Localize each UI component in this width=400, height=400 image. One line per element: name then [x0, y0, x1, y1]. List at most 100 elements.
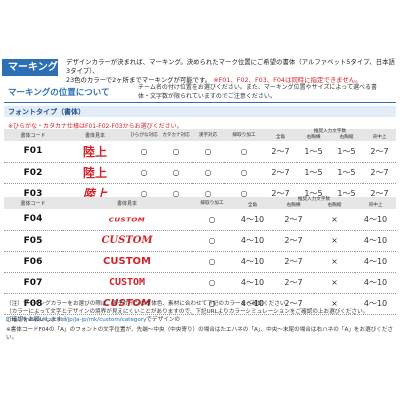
edge-mark: ○: [192, 230, 232, 252]
section-divider: [4, 102, 396, 103]
back-count: 2〜7: [363, 141, 397, 163]
font-code: F04: [4, 209, 62, 231]
zen-count: 4〜10: [232, 272, 273, 294]
custom-url-link[interactable]: http://www.asics.com/jp/ja-jp/mk/custom/…: [6, 317, 147, 323]
section-desc: チーム名の付け位置をお選びください。また、マーキング位置やサイズによって選べる書…: [138, 84, 377, 100]
font-sample: 陸上: [62, 162, 128, 184]
th-sample: 書体見本: [62, 129, 128, 141]
font-code: F01: [4, 141, 62, 163]
th-hira: ひらがな対応: [128, 129, 160, 141]
marking-badge: マーキング: [2, 59, 58, 76]
hira-mark: ○: [128, 162, 160, 184]
r1-count: 2〜7: [273, 230, 314, 252]
th-recommended-group: 推奨入力文字数 全角 右胸横 右胸縦 背中上: [232, 197, 397, 209]
r1-count: 2〜7: [273, 293, 314, 315]
th-back: 背中上: [372, 135, 387, 140]
r2-count: ×: [314, 251, 355, 273]
r1-count: 1〜5: [297, 162, 330, 184]
intro-line-2: 23色のカラーで2ヶ所までマーキングが可能です。 ※F01、F02、F03、F0…: [66, 76, 396, 85]
font-table-japanese: 書体コード 書体見本 ひらがな対応 カタカナ対応 漢字対応 縁取り加工 推奨入力…: [4, 129, 397, 205]
kata-mark: ○: [160, 162, 192, 184]
r1-count: 2〜7: [273, 272, 314, 294]
r2-count: ×: [314, 209, 355, 231]
table-row: F05 CUSTOM ○ 4〜10 2〜7 × 4〜10: [4, 230, 397, 252]
th-kata: カタカナ対応: [160, 129, 192, 141]
th-recommended-group: 推奨入力文字数 全角 右胸横 右胸縦 背中上: [264, 129, 397, 141]
th-r1: 右胸横: [286, 203, 301, 208]
edge-mark: ○: [224, 141, 264, 163]
table-row: F08 CUSTOM ○ 4〜10 2〜7 × 4〜10: [4, 293, 397, 315]
zen-count: 4〜10: [232, 251, 273, 273]
footer-note-3: ご確認をお願いします。）: [6, 317, 70, 323]
edge-mark: ○: [192, 293, 232, 315]
font-type-title: フォントタイプ（書体）: [8, 108, 85, 116]
th-kanji: 漢字対応: [192, 129, 224, 141]
section-title: マーキングの位置について: [8, 88, 110, 98]
th-r2: 右胸縦: [327, 203, 342, 208]
kana-note: ※ひらがな・カタカナ仕様はF01-F02-F03からお選びください。: [8, 123, 183, 130]
th-group-label: 推奨入力文字数: [297, 197, 331, 202]
th-zen: 全角: [275, 135, 286, 140]
font-type-band: フォントタイプ（書体）: [4, 106, 396, 117]
kata-mark: ○: [160, 141, 192, 163]
r2-count: 1〜5: [330, 162, 363, 184]
zen-count: 4〜10: [232, 230, 273, 252]
table-row: F07 CUSTOM ○ 4〜10 2〜7 × 4〜10: [4, 272, 397, 294]
th-edge: 縁取り加工: [192, 197, 232, 209]
kanji-mark: ○: [192, 141, 224, 163]
table1-header-row: 書体コード 書体見本 ひらがな対応 カタカナ対応 漢字対応 縁取り加工 推奨入力…: [4, 129, 397, 141]
font-code: F06: [4, 251, 62, 273]
th-sample: 書体見本: [62, 197, 192, 209]
zen-count: 4〜10: [232, 293, 273, 315]
th-code: 書体コード: [4, 197, 62, 209]
th-r1: 右胸横: [306, 135, 321, 140]
zen-count: 2〜7: [264, 162, 297, 184]
font-sample: CUSTOM: [62, 209, 192, 231]
th-code: 書体コード: [4, 129, 62, 141]
font-sample: CUSTOM: [62, 230, 192, 252]
table-row: F04 CUSTOM ○ 4〜10 2〜7 × 4〜10: [4, 209, 397, 231]
edge-mark: ○: [192, 209, 232, 231]
r2-count: ×: [314, 293, 355, 315]
font-table-alphabet: 書体コード 書体見本 縁取り加工 推奨入力文字数 全角 右胸横 右胸縦 背中上 …: [4, 197, 397, 315]
edge-mark: ○: [192, 251, 232, 273]
font-code: F02: [4, 162, 62, 184]
edge-mark: ○: [192, 272, 232, 294]
table2-header-row: 書体コード 書体見本 縁取り加工 推奨入力文字数 全角 右胸横 右胸縦 背中上: [4, 197, 397, 209]
back-count: 2〜7: [363, 162, 397, 184]
zen-count: 2〜7: [264, 141, 297, 163]
font-sample: 陸上: [62, 141, 128, 163]
footer-note-2: （カラーによって文字とデザインの境界が見えにくいことがありますので、下記URLよ…: [6, 309, 369, 323]
r2-count: ×: [314, 230, 355, 252]
th-group-label: 推奨入力文字数: [313, 129, 347, 134]
r1-count: 2〜7: [273, 251, 314, 273]
table-row: F02 陸上 ○ ○ ○ ○ 2〜7 1〜5 1〜5 2〜7: [4, 162, 397, 184]
back-count: 4〜10: [355, 251, 397, 273]
intro-line-2a: 23色のカラーで2ヶ所までマーキングが可能です。: [66, 76, 212, 84]
font-sample: CUSTOM: [62, 272, 192, 294]
r1-count: 1〜5: [297, 141, 330, 163]
edge-mark: ○: [224, 162, 264, 184]
back-count: 4〜10: [355, 272, 397, 294]
kanji-mark: ○: [192, 162, 224, 184]
footer-note-1: （注）マーキングカラーをお選びの際は、各デザインの本体色、素材に合わせて下記のカ…: [6, 301, 292, 307]
font-sample: CUSTOM: [62, 251, 192, 273]
intro-text: デザインカラーが決まれば、マーキング。決められたマーク位置にご希望の書体（アルフ…: [66, 58, 396, 85]
font-code: F08: [4, 293, 62, 315]
intro-line-1: デザインカラーが決まれば、マーキング。決められたマーク位置にご希望の書体（アルフ…: [66, 58, 395, 75]
r2-count: ×: [314, 272, 355, 294]
font-code: F05: [4, 230, 62, 252]
intro-line-2b: ※F01、F02、F03、F04は同時に指定できません。: [213, 76, 362, 84]
r1-count: 2〜7: [273, 209, 314, 231]
r2-count: 1〜5: [330, 141, 363, 163]
th-r2: 右胸縦: [339, 135, 354, 140]
hira-mark: ○: [128, 141, 160, 163]
back-count: 4〜10: [355, 230, 397, 252]
back-count: 4〜10: [355, 293, 397, 315]
font-code: F07: [4, 272, 62, 294]
footer-note-4: ※書体コードF04の「A」のフォントの文字位置が、先端〜中央（中央寄り）の場合は…: [6, 327, 394, 341]
table-row: F01 陸上 ○ ○ ○ ○ 2〜7 1〜5 1〜5 2〜7: [4, 141, 397, 163]
back-count: 4〜10: [355, 209, 397, 231]
th-back: 背中上: [368, 203, 383, 208]
th-edge: 縁取り加工: [224, 129, 264, 141]
